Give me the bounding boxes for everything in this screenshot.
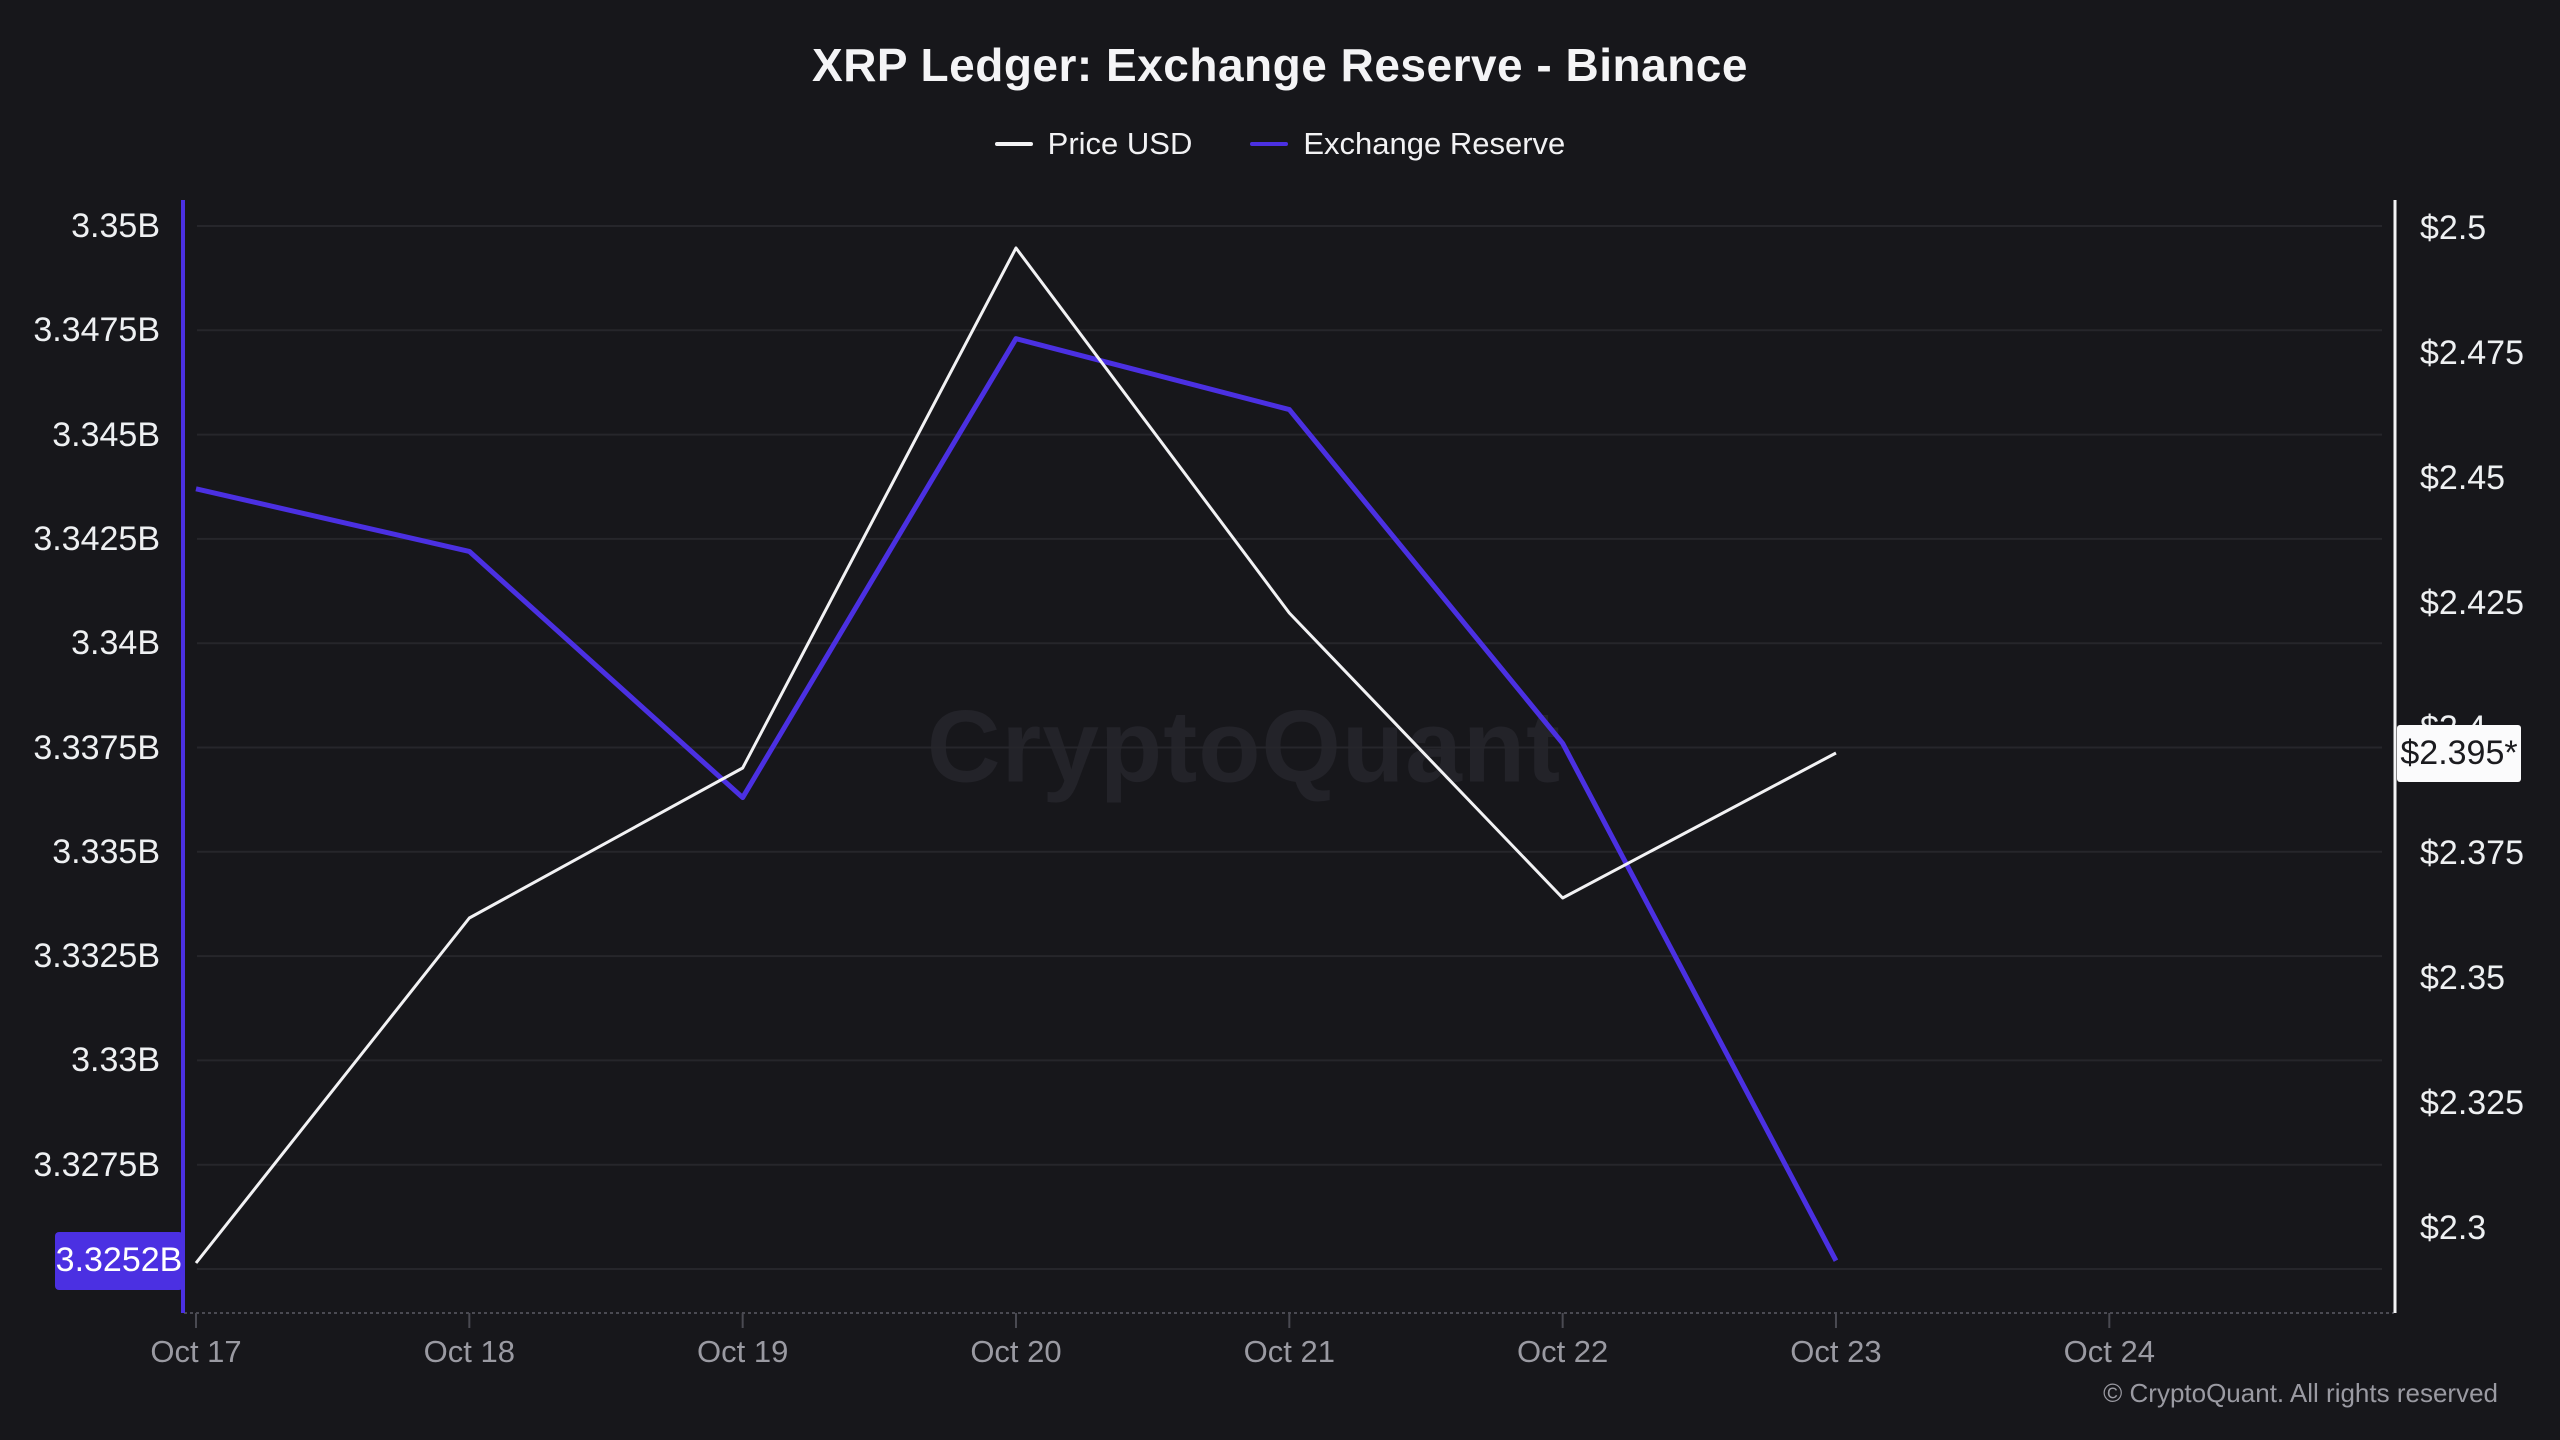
right-axis-tick-label: $2.375 — [2420, 834, 2524, 872]
right-axis-tick-label: $2.425 — [2420, 584, 2524, 622]
x-axis-date-label: Oct 23 — [1790, 1334, 1882, 1369]
x-axis-date-label: Oct 19 — [696, 1334, 789, 1369]
x-axis-date-label: Oct 24 — [2063, 1334, 2155, 1369]
exchange-reserve-line — [195, 336, 1839, 1262]
right-axis-tick-label: $2.3 — [2420, 1209, 2487, 1247]
left-axis-tick-label: 3.3275B — [33, 1145, 160, 1184]
legend-item-price-usd[interactable]: Price USD — [994, 126, 1193, 162]
price-current-value-badge: $2.395* — [2397, 725, 2521, 782]
x-axis-date-label: Oct 17 — [150, 1334, 242, 1369]
right-axis-tick-label: $2.45 — [2420, 459, 2506, 497]
legend-label-price-usd: Price USD — [1047, 126, 1193, 161]
left-axis-tick-label: 3.3325B — [33, 937, 160, 976]
chart-title: XRP Ledger: Exchange Reserve - Binance — [812, 39, 1748, 91]
left-axis-tick-label: 3.345B — [52, 415, 160, 454]
reserve-current-value-badge: 3.3252B — [55, 1231, 183, 1290]
left-axis-tick-label: 3.3425B — [33, 519, 160, 558]
x-axis-date-label: Oct 21 — [1243, 1334, 1335, 1369]
right-axis-tick-label: $2.475 — [2420, 334, 2524, 372]
copyright-notice: © CryptoQuant. All rights reserved — [2103, 1378, 2498, 1408]
left-axis-tick-label: 3.335B — [52, 832, 160, 871]
left-axis-tick-label: 3.3375B — [33, 728, 160, 767]
x-axis-date-label: Oct 18 — [423, 1334, 515, 1369]
left-axis-tick-label: 3.3475B — [33, 311, 160, 350]
legend: Price USD Exchange Reserve — [0, 124, 2560, 164]
price-usd-line-swatch-icon — [994, 142, 1033, 146]
legend-label-exchange-reserve: Exchange Reserve — [1303, 126, 1566, 161]
left-axis-tick-label: 3.35B — [71, 207, 160, 245]
price-usd-line — [194, 246, 1837, 1264]
x-axis-date-label: Oct 22 — [1516, 1334, 1609, 1369]
left-axis-tick-label: 3.33B — [71, 1041, 160, 1080]
x-axis-date-label: Oct 20 — [970, 1334, 1062, 1369]
right-axis-tick-label: $2.35 — [2420, 959, 2506, 997]
right-axis-tick-label: $2.325 — [2420, 1084, 2524, 1122]
right-axis-tick-label: $2.5 — [2420, 209, 2487, 247]
exchange-reserve-line-swatch-icon — [1250, 142, 1289, 146]
legend-item-exchange-reserve[interactable]: Exchange Reserve — [1250, 126, 1565, 162]
left-axis-tick-label: 3.34B — [71, 624, 160, 663]
